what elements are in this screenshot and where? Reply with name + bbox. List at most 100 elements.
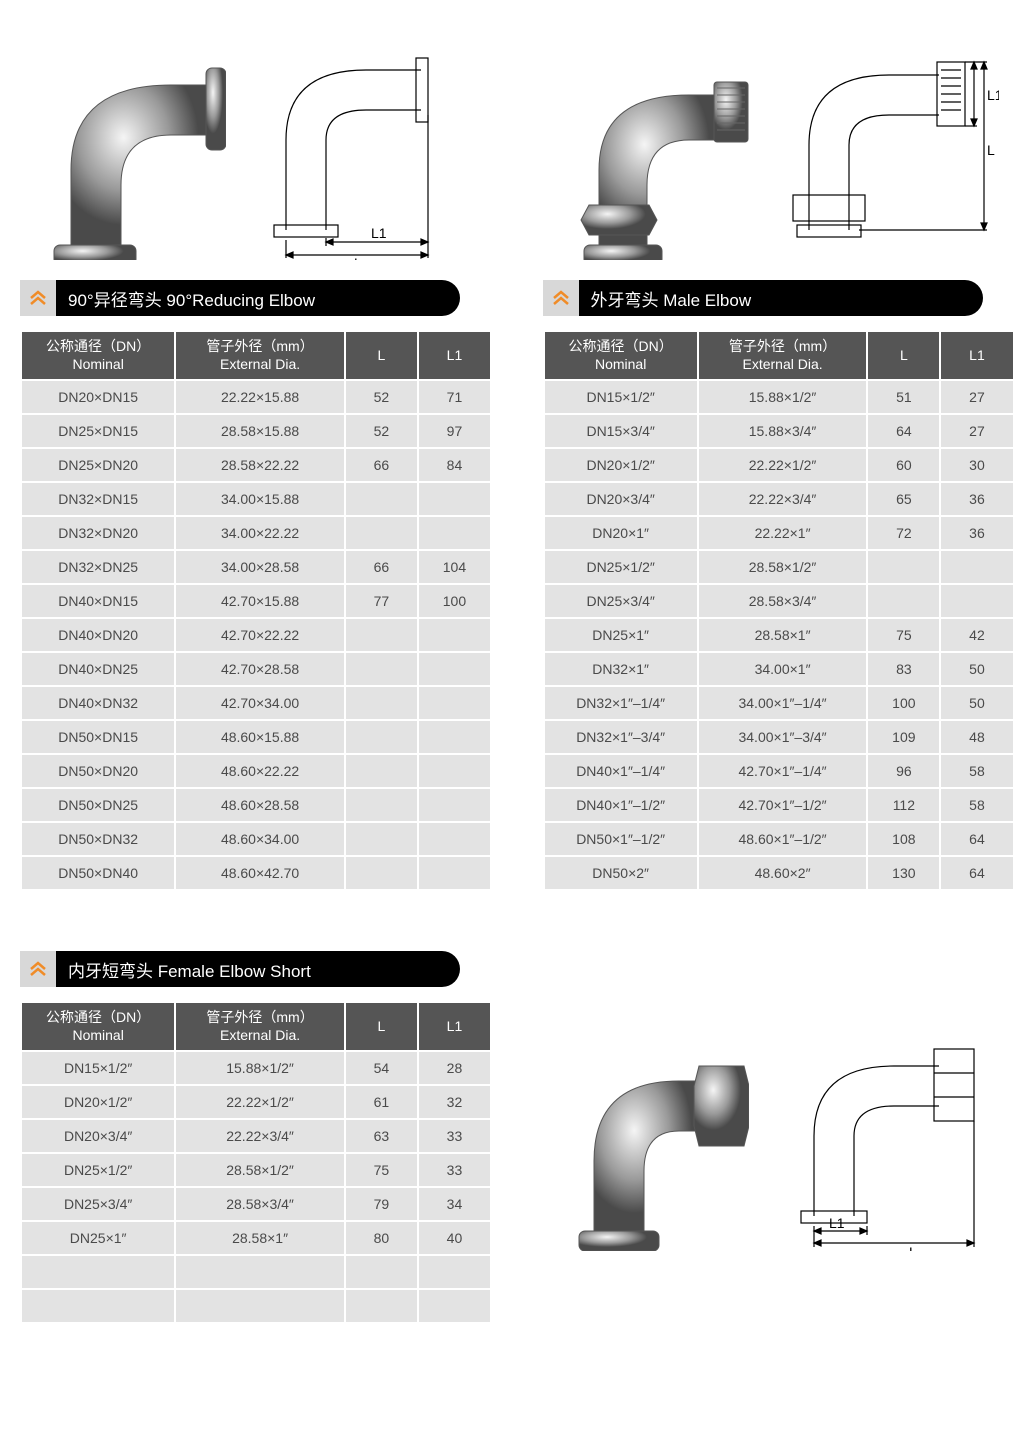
table-cell [419,1290,490,1322]
table-cell: 80 [346,1222,417,1254]
reducing-diagram-row: L1 L [20,20,493,260]
table-cell [419,619,490,651]
table-cell [346,1256,417,1288]
table-cell: 42.70×22.22 [176,619,344,651]
table-cell [22,1290,174,1322]
table-cell: DN40×DN25 [22,653,174,685]
table-cell [346,857,417,889]
table-row: DN32×DN1534.00×15.88 [22,483,490,515]
table-cell: DN15×1/2″ [22,1052,174,1084]
table-row: DN20×3/4″22.22×3/4″6333 [22,1120,490,1152]
table-cell: 22.22×1/2″ [699,449,867,481]
table-cell: 96 [868,755,939,787]
table-cell: DN32×DN25 [22,551,174,583]
table-cell: DN50×DN20 [22,755,174,787]
table-cell: DN40×DN32 [22,687,174,719]
table-cell [419,653,490,685]
table-cell: 30 [941,449,1012,481]
table-cell: 66 [346,449,417,481]
table-cell: 28.58×15.88 [176,415,344,447]
table-cell: DN25×DN15 [22,415,174,447]
table-cell: 66 [346,551,417,583]
table-cell: DN20×1″ [545,517,697,549]
male-title: 外牙弯头 Male Elbow [579,286,752,311]
column-header: 公称通径（DN）Nominal [22,1003,174,1050]
table-cell [22,1256,174,1288]
female-elbow-column: 内牙短弯头 Female Elbow Short 公称通径（DN）Nominal… [20,951,493,1324]
table-row: DN20×1/2″22.22×1/2″6132 [22,1086,490,1118]
table-row: DN25×1″28.58×1″7542 [545,619,1013,651]
table-cell: DN20×3/4″ [545,483,697,515]
label-L: L [987,142,995,158]
table-row: DN25×1/2″28.58×1/2″7533 [22,1154,490,1186]
table-cell: DN32×1″ [545,653,697,685]
table-cell: 42.70×34.00 [176,687,344,719]
female-title: 内牙短弯头 Female Elbow Short [56,957,311,982]
table-row: DN50×DN3248.60×34.00 [22,823,490,855]
table-row: DN50×1″–1/2″48.60×1″–1/2″10864 [545,823,1013,855]
table-cell: 75 [346,1154,417,1186]
table-row: DN40×DN3242.70×34.00 [22,687,490,719]
table-cell: DN32×1″–3/4″ [545,721,697,753]
table-cell [941,585,1012,617]
male-elbow-photo [559,50,749,260]
table-cell: 50 [941,687,1012,719]
chevron-up-icon [20,280,56,316]
table-cell: 28.58×22.22 [176,449,344,481]
table-cell: 34.00×1″–1/4″ [699,687,867,719]
table-cell: DN32×DN20 [22,517,174,549]
table-cell [941,551,1012,583]
table-row: DN50×2″48.60×2″13064 [545,857,1013,889]
table-cell: 28.58×1/2″ [699,551,867,583]
table-cell: 22.22×3/4″ [699,483,867,515]
table-cell: 34.00×15.88 [176,483,344,515]
table-cell: 54 [346,1052,417,1084]
table-cell: DN25×3/4″ [545,585,697,617]
column-header: 公称通径（DN）Nominal [22,332,174,379]
table-cell: 28.58×3/4″ [176,1188,344,1220]
table-row: DN20×3/4″22.22×3/4″6536 [545,483,1013,515]
table-cell: 71 [419,381,490,413]
table-cell: 52 [346,415,417,447]
table-cell: DN25×1/2″ [22,1154,174,1186]
table-cell [346,1290,417,1322]
table-row: DN32×1″–1/4″34.00×1″–1/4″10050 [545,687,1013,719]
table-row: DN25×DN2028.58×22.226684 [22,449,490,481]
column-header: L [346,1003,417,1050]
column-header: L1 [419,1003,490,1050]
table-cell: 22.22×3/4″ [176,1120,344,1152]
table-cell: 22.22×1″ [699,517,867,549]
female-elbow-drawing: L1 L [769,1021,1009,1251]
table-cell: 36 [941,517,1012,549]
table-cell: DN25×1″ [22,1222,174,1254]
table-cell: 34.00×1″ [699,653,867,685]
table-cell: 36 [941,483,1012,515]
column-header: L1 [941,332,1012,379]
table-cell [419,755,490,787]
chevron-up-icon [20,951,56,987]
table-cell: 28.58×1/2″ [176,1154,344,1186]
table-cell: 15.88×1/2″ [699,381,867,413]
female-table: 公称通径（DN）Nominal管子外径（mm）External Dia.LL1 … [20,1001,492,1324]
table-cell: DN25×1″ [545,619,697,651]
table-cell [419,721,490,753]
table-cell: 65 [868,483,939,515]
table-cell: DN40×1″–1/2″ [545,789,697,821]
table-cell: 60 [868,449,939,481]
table-row: DN25×3/4″28.58×3/4″ [545,585,1013,617]
table-cell: 33 [419,1120,490,1152]
column-header: 公称通径（DN）Nominal [545,332,697,379]
table-cell: 51 [868,381,939,413]
table-cell: 28.58×3/4″ [699,585,867,617]
table-cell [868,551,939,583]
table-cell [346,483,417,515]
bottom-row: 内牙短弯头 Female Elbow Short 公称通径（DN）Nominal… [20,951,1015,1324]
table-cell: DN50×1″–1/2″ [545,823,697,855]
table-cell: 97 [419,415,490,447]
table-cell: 104 [419,551,490,583]
column-header: L1 [419,332,490,379]
table-cell: 64 [868,415,939,447]
table-cell: 42.70×28.58 [176,653,344,685]
female-title-bar: 内牙短弯头 Female Elbow Short [20,951,460,987]
table-cell: DN40×DN15 [22,585,174,617]
